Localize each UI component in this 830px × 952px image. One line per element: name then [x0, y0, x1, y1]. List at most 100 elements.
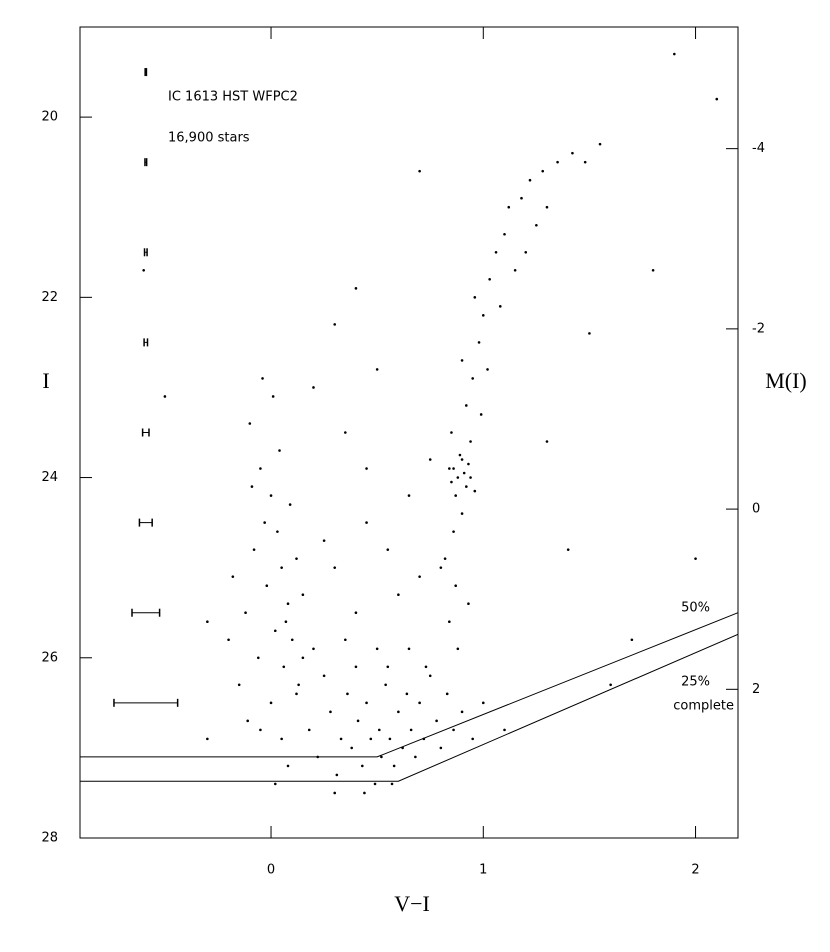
star-point	[271, 395, 275, 398]
star-point	[369, 737, 373, 741]
star-point	[295, 692, 298, 696]
error-bar	[113, 698, 179, 707]
star-point	[414, 755, 417, 759]
star-point	[481, 314, 485, 317]
error-bar	[144, 68, 148, 77]
star-point	[256, 656, 260, 660]
star-point	[460, 710, 464, 714]
star-point	[312, 386, 315, 389]
star-point	[452, 530, 455, 533]
star-point	[715, 97, 719, 101]
star-point	[295, 557, 298, 560]
star-point	[386, 548, 390, 551]
star-point	[462, 471, 466, 475]
star-point	[246, 719, 249, 723]
star-point	[479, 413, 483, 416]
star-point	[609, 683, 612, 687]
x-tick-label: 1	[479, 863, 487, 878]
star-point	[375, 647, 379, 651]
star-point	[259, 467, 262, 470]
star-point	[428, 458, 432, 461]
star-point	[322, 674, 326, 678]
star-point	[273, 782, 277, 786]
star-point	[333, 791, 337, 795]
annotation: IC 1613 HST WFPC2	[168, 90, 298, 105]
star-point	[486, 368, 489, 371]
star-point	[373, 782, 377, 786]
x-tick-label: 2	[691, 863, 699, 878]
star-point	[397, 710, 400, 714]
y2-axis-label: M(I)	[765, 368, 807, 393]
star-point	[452, 728, 455, 732]
star-point	[409, 728, 413, 732]
star-point	[467, 602, 470, 606]
star-point	[456, 476, 460, 479]
star-point	[354, 287, 358, 290]
star-point	[452, 467, 455, 470]
star-point	[503, 232, 506, 236]
star-point	[418, 169, 421, 173]
star-point	[339, 737, 343, 741]
star-point	[473, 489, 477, 493]
star-point	[471, 737, 474, 741]
star-point	[250, 485, 254, 488]
star-point	[450, 431, 453, 434]
star-point	[344, 638, 347, 642]
error-bar	[144, 158, 148, 167]
star-point	[286, 602, 290, 606]
star-point	[418, 575, 421, 578]
star-point	[465, 485, 468, 488]
x-axis-label: V−I	[394, 891, 430, 916]
star-point	[469, 440, 472, 443]
star-point	[312, 647, 315, 651]
star-point	[259, 728, 262, 732]
annotation: 16,900 stars	[168, 131, 250, 146]
star-point	[583, 160, 587, 164]
star-point	[276, 530, 279, 533]
star-point	[473, 296, 477, 299]
y-axis-label: I	[42, 368, 49, 393]
star-point	[598, 142, 602, 146]
star-point	[673, 52, 676, 56]
star-point	[365, 701, 368, 705]
star-point	[206, 737, 209, 741]
star-point	[354, 611, 358, 615]
y2-tick-label: 2	[752, 682, 760, 697]
star-point	[244, 611, 247, 615]
completeness-line	[80, 633, 739, 782]
star-point	[481, 701, 485, 705]
star-point	[290, 638, 294, 642]
star-point	[651, 269, 655, 272]
star-point	[454, 494, 457, 497]
star-point	[286, 764, 290, 768]
star-point	[282, 665, 286, 669]
error-bar	[143, 338, 149, 347]
error-bar	[131, 608, 161, 617]
star-point	[390, 782, 394, 786]
star-point	[361, 764, 364, 768]
star-point	[494, 250, 498, 254]
star-point	[556, 160, 559, 164]
star-point	[335, 773, 339, 777]
star-point	[448, 467, 451, 470]
star-point	[405, 692, 409, 696]
star-point	[469, 476, 472, 479]
star-point	[460, 512, 464, 515]
curve-label: 50%	[681, 601, 710, 616]
star-point	[263, 521, 266, 524]
star-point	[545, 205, 549, 209]
star-point	[407, 494, 411, 497]
error-bar	[141, 428, 150, 437]
star-point	[163, 395, 167, 398]
star-point	[520, 196, 523, 200]
star-point	[630, 638, 634, 642]
star-point	[231, 575, 235, 578]
star-point	[333, 323, 337, 326]
star-point	[288, 503, 292, 506]
star-point	[301, 593, 305, 596]
star-point	[439, 746, 443, 750]
star-point	[588, 332, 591, 335]
star-point	[566, 548, 570, 551]
star-point	[269, 701, 273, 705]
